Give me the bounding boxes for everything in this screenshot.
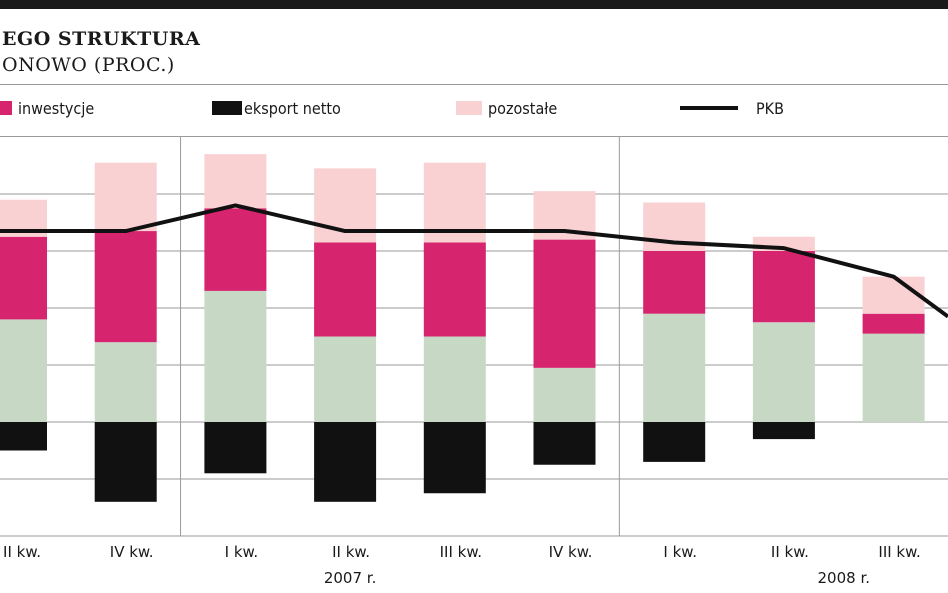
- divider: [0, 84, 948, 85]
- bar-net_export: [423, 422, 486, 494]
- bar-net_export: [533, 422, 596, 465]
- divider: [0, 136, 948, 137]
- bar-net_export: [0, 422, 47, 451]
- top-bar: [0, 0, 948, 9]
- legend-item-net-export: eksport netto: [212, 98, 341, 118]
- x-tick-label: I kw.: [663, 543, 697, 561]
- bar-other: [94, 162, 157, 232]
- bar-investment: [533, 239, 596, 368]
- bar-consumption: [752, 322, 815, 422]
- bar-other: [204, 154, 267, 209]
- legend-item-other: pozostałe: [456, 98, 557, 118]
- x-tick-label: II kw.: [332, 543, 370, 561]
- x-tick-label: III kw.: [878, 543, 920, 561]
- legend-label-gdp: PKB: [756, 98, 784, 118]
- legend-line-gdp: [680, 106, 738, 110]
- bar-consumption: [204, 290, 267, 422]
- x-tick-label: IV kw.: [549, 543, 593, 561]
- x-tick-label: II kw.: [771, 543, 809, 561]
- bar-net_export: [204, 422, 267, 474]
- bar-net_export: [752, 422, 815, 440]
- legend-swatch-other: [456, 101, 482, 115]
- x-tick-label: I kw.: [225, 543, 259, 561]
- bar-investment: [643, 251, 706, 314]
- x-tick-label: IV kw.: [110, 543, 154, 561]
- chart-title: EGO STRUKTURA: [2, 28, 201, 50]
- chart-subtitle: ONOWO (PROC.): [2, 54, 175, 76]
- bar-net_export: [643, 422, 706, 462]
- bar-investment: [0, 236, 47, 320]
- gdp-line: [0, 203, 948, 319]
- bar-investment: [314, 242, 377, 337]
- bar-consumption: [0, 319, 47, 422]
- bar-consumption: [423, 336, 486, 422]
- legend-item-gdp: PKB: [680, 98, 784, 118]
- legend-item-investment: inwestycje: [0, 98, 94, 118]
- year-label: 2008 r.: [818, 569, 871, 587]
- bar-consumption: [533, 367, 596, 422]
- x-tick-label: III kw.: [440, 543, 482, 561]
- legend-label-other: pozostałe: [488, 98, 558, 118]
- bar-investment: [862, 313, 925, 334]
- bar-consumption: [862, 333, 925, 422]
- bar-consumption: [314, 336, 377, 422]
- bar-consumption: [94, 342, 157, 422]
- bar-investment: [94, 231, 157, 343]
- bar-investment: [752, 251, 815, 323]
- legend-label-net-export: eksport netto: [244, 98, 341, 118]
- bar-net_export: [94, 422, 157, 502]
- bar-investment: [204, 208, 267, 291]
- legend-swatch-net-export: [212, 101, 242, 115]
- bar-investment: [423, 242, 486, 337]
- legend-label-investment: inwestycje: [18, 98, 95, 118]
- legend-swatch-investment: [0, 101, 12, 115]
- bar-other: [862, 276, 925, 314]
- x-tick-label: II kw.: [3, 543, 41, 561]
- year-label: 2007 r.: [324, 569, 377, 587]
- bar-consumption: [643, 313, 706, 422]
- bar-net_export: [314, 422, 377, 502]
